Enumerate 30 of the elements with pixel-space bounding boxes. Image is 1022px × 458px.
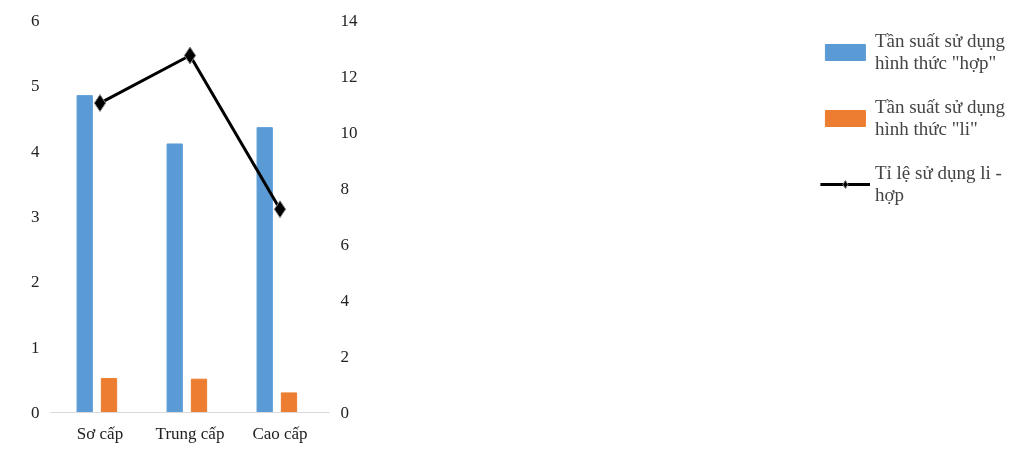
y-tick-label: 1 xyxy=(31,337,40,357)
legend-label: Tỉ lệ sử dụng li - hợp xyxy=(874,162,1002,206)
y2-tick-label: 4 xyxy=(340,291,350,310)
y2-tick-label: 6 xyxy=(340,235,349,254)
bar xyxy=(100,378,118,413)
y2-tick-label: 0 xyxy=(340,403,349,422)
y-tick-label: 3 xyxy=(31,207,40,226)
point xyxy=(273,200,287,219)
bar xyxy=(190,378,208,413)
y-tick-label: 0 xyxy=(31,403,40,422)
y2-tick-label: 2 xyxy=(340,347,349,366)
y2-tick-label: 12 xyxy=(340,67,358,86)
point xyxy=(93,94,107,113)
y-tick-label: 2 xyxy=(31,272,40,292)
bar xyxy=(256,127,273,413)
legend-label: Tần suất sử dụng hình thức "li" xyxy=(874,96,1005,140)
bar xyxy=(166,143,183,413)
y2-tick-label: 8 xyxy=(340,179,349,198)
y-tick-label: 5 xyxy=(31,76,40,96)
y2-tick-label: 10 xyxy=(340,123,358,142)
bar xyxy=(76,95,93,413)
y-tick-label: 4 xyxy=(31,141,40,161)
x-tick-label: Cao cấp xyxy=(252,423,308,443)
y2-tick-label: 14 xyxy=(340,11,358,30)
x-tick-label: Trung cấp xyxy=(155,423,225,443)
y-tick-label: 6 xyxy=(31,11,40,30)
legend-label: Tần suất sử dụng hình thức "hợp" xyxy=(874,30,1005,74)
x-tick-label: Sơ cấp xyxy=(76,423,124,443)
bar xyxy=(280,392,298,413)
point xyxy=(183,46,197,65)
